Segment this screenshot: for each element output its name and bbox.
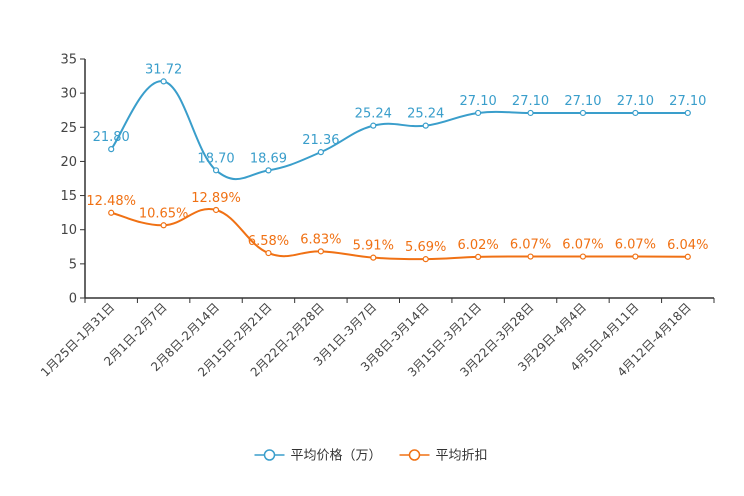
series-1: 12.48%10.65%12.89% 6.58% 6.83% 5.91% 5.69% 6.…	[86, 191, 708, 263]
data-point[interactable]	[684, 109, 691, 117]
data-point[interactable]	[317, 248, 324, 255]
data-point[interactable]	[108, 209, 115, 216]
data-point[interactable]	[422, 122, 429, 129]
data-label: 18.69	[250, 151, 287, 166]
data-point[interactable]	[579, 253, 587, 260]
data-label: 18.70	[197, 151, 234, 166]
data-point[interactable]	[370, 254, 377, 261]
data-point[interactable]	[108, 146, 115, 153]
legend-label: 平均价格（万）	[291, 448, 382, 464]
data-label: 12.48%	[86, 194, 136, 209]
y-tick-label: 35	[60, 53, 77, 68]
data-label: 5.91%	[353, 239, 394, 254]
series-0: 21.80 31.72 18.70 18.69 21.36 25.24 25.24 27.10…	[93, 62, 706, 181]
data-point[interactable]	[684, 253, 691, 260]
data-label: 27.10	[564, 94, 601, 109]
data-label: 6.58%	[248, 234, 289, 249]
data-label: 6.04%	[667, 238, 708, 253]
data-point[interactable]	[370, 122, 377, 129]
data-label: 21.80	[93, 130, 130, 145]
data-point[interactable]	[160, 222, 167, 229]
legend-label: 平均折扣	[436, 449, 488, 464]
y-tick-label: 15	[60, 189, 77, 204]
data-label: 6.83%	[300, 232, 341, 247]
legend-item-0[interactable]: 平均价格（万）	[254, 448, 382, 464]
data-point[interactable]	[632, 253, 639, 260]
data-point[interactable]	[422, 256, 429, 263]
legend-marker-icon	[263, 449, 276, 461]
data-label: 21.36	[302, 133, 339, 148]
data-label: 6.02%	[457, 238, 498, 253]
data-point[interactable]	[632, 109, 639, 117]
data-point[interactable]	[265, 249, 272, 257]
series-layer: 21.80 31.72 18.70 18.69 21.36 25.24 25.24 27.10…	[86, 62, 708, 263]
y-tick-label: 25	[60, 121, 77, 136]
data-label: 27.10	[512, 94, 549, 109]
x-tick-label: 1月25日-1月31日	[38, 300, 117, 379]
legend-item-1[interactable]: 平均折扣	[399, 449, 488, 464]
data-point[interactable]	[317, 149, 324, 156]
data-label: 5.69%	[405, 240, 446, 255]
data-label: 6.07%	[615, 238, 656, 253]
y-tick-label: 0	[69, 292, 77, 307]
data-label: 12.89%	[191, 191, 241, 206]
data-point[interactable]	[160, 78, 167, 85]
data-label: 31.72	[145, 62, 182, 77]
legend-marker-icon	[408, 449, 421, 461]
data-point[interactable]	[475, 109, 482, 117]
y-tick-label: 30	[60, 87, 77, 102]
data-label: 27.10	[460, 94, 497, 109]
data-point[interactable]	[212, 206, 220, 214]
data-label: 27.10	[669, 94, 706, 109]
data-point[interactable]	[527, 109, 534, 117]
legend: 平均价格（万） 平均折扣	[254, 448, 488, 464]
data-label: 25.24	[407, 107, 444, 122]
y-tick-label: 5	[69, 257, 77, 272]
y-tick-label: 10	[60, 223, 77, 238]
data-label: 10.65%	[139, 206, 189, 221]
data-point[interactable]	[527, 253, 534, 260]
data-point[interactable]	[265, 167, 272, 174]
data-label: 27.10	[617, 94, 654, 109]
data-point[interactable]	[579, 109, 587, 117]
data-label: 25.24	[355, 107, 392, 122]
data-point[interactable]	[212, 167, 220, 174]
y-tick-label: 20	[60, 155, 77, 170]
data-label: 6.07%	[510, 238, 551, 253]
data-point[interactable]	[475, 253, 482, 260]
data-label: 6.07%	[562, 238, 603, 253]
